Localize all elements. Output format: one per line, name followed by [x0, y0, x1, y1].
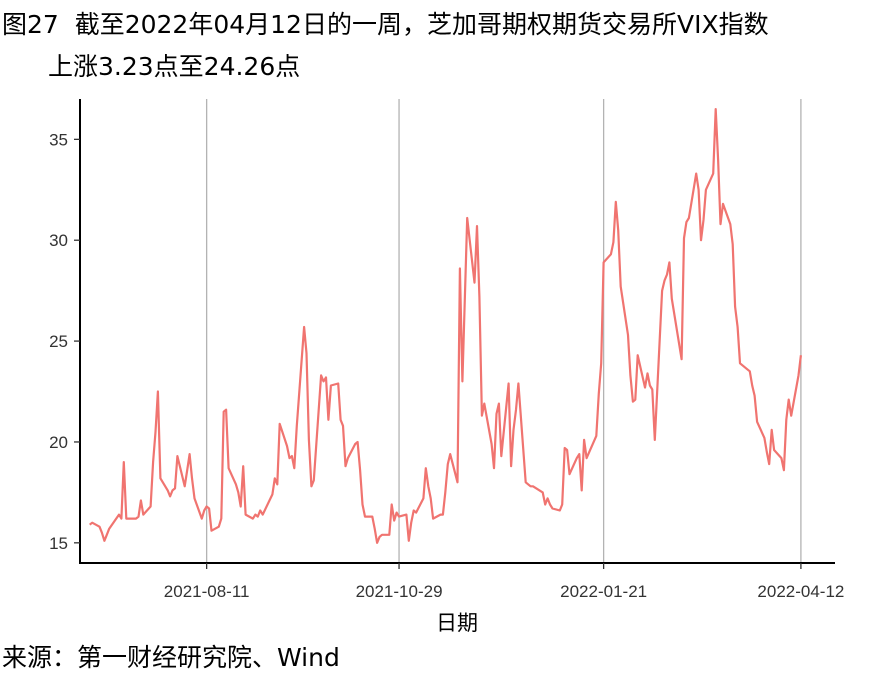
x-axis-label: 日期 [436, 611, 478, 635]
y-tick-label-2: 25 [49, 332, 68, 351]
x-tick-label-1: 2021-10-29 [356, 582, 443, 601]
title-line-1: 截至2022年04月12日的一周，芝加哥期权期货交易所VIX指数 [74, 10, 769, 39]
title-line-2: 上涨3.23点至24.26点 [48, 52, 301, 81]
y-tick-label-0: 15 [49, 534, 68, 553]
chart-title: 图27 截至2022年04月12日的一周，芝加哥期权期货交易所VIX指数 上涨3… [2, 4, 882, 88]
source-note: 来源：第一财经研究院、Wind [2, 643, 340, 672]
y-ticks: 15 20 25 30 35 [49, 130, 80, 553]
x-tick-label-2: 2022-01-21 [560, 582, 647, 601]
axes [79, 99, 835, 564]
y-tick-label-1: 20 [49, 433, 68, 452]
x-tick-label-3: 2022-04-12 [757, 582, 844, 601]
x-tick-label-0: 2021-08-11 [164, 582, 250, 601]
vix-series-line [89, 108, 802, 544]
x-ticks: 2021-08-11 2021-10-29 2022-01-21 2022-04-12 [164, 563, 844, 601]
figure-label: 图27 [2, 10, 59, 39]
grid-lines [205, 99, 802, 563]
y-tick-label-4: 35 [49, 130, 68, 149]
y-tick-label-3: 30 [49, 231, 68, 250]
